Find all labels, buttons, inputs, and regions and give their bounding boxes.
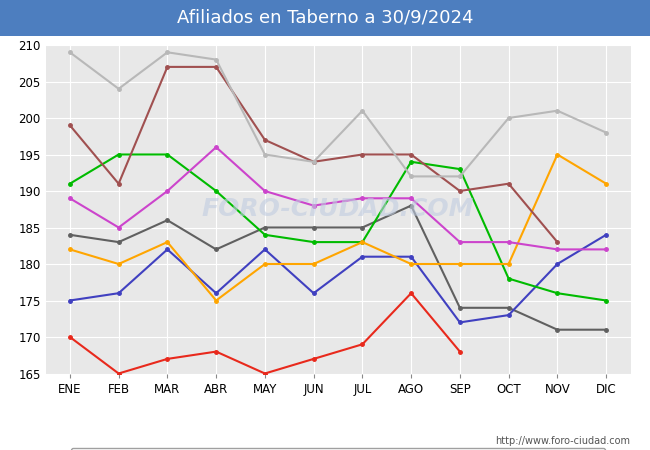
Text: http://www.foro-ciudad.com: http://www.foro-ciudad.com xyxy=(495,436,630,446)
Legend: 2024, 2023, 2022, 2021, 2020, 2019, 2018, 2017: 2024, 2023, 2022, 2021, 2020, 2019, 2018… xyxy=(71,448,605,450)
Text: FORO-CIUDAD.COM: FORO-CIUDAD.COM xyxy=(202,197,474,221)
Text: Afiliados en Taberno a 30/9/2024: Afiliados en Taberno a 30/9/2024 xyxy=(177,9,473,27)
